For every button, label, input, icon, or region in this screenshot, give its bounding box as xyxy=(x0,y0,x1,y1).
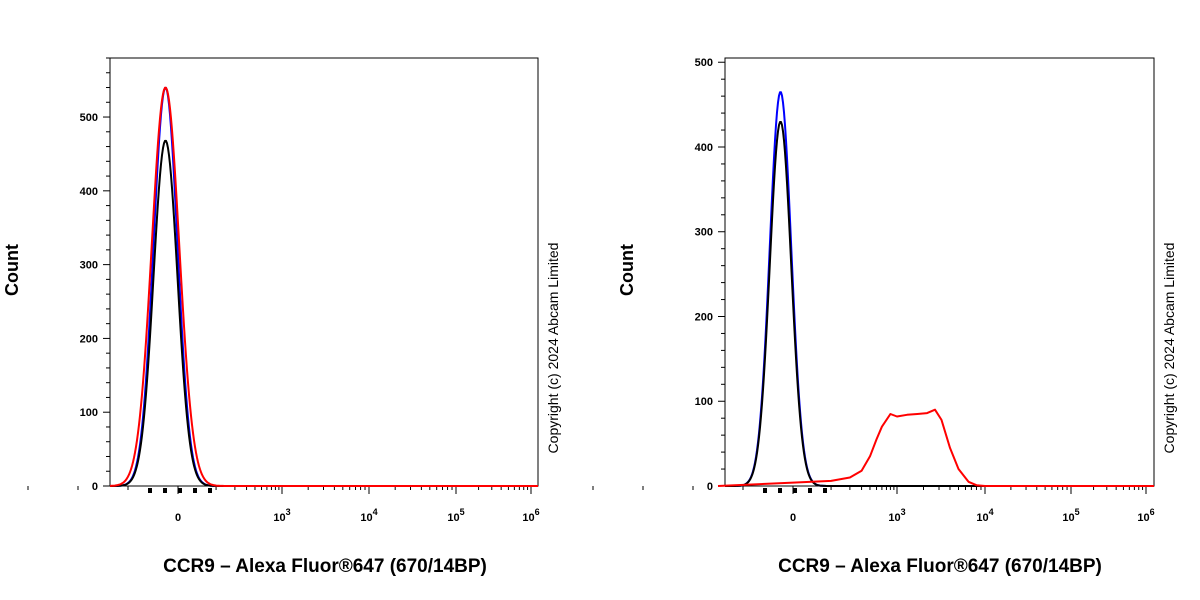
y-axis-label: Count xyxy=(617,244,637,296)
y-tick-label: 200 xyxy=(695,311,713,323)
histogram-series-2 xyxy=(717,408,1154,487)
x-tick-label: 105 xyxy=(447,507,464,524)
x-tick-label: 105 xyxy=(1062,507,1079,524)
x-tick-label: 104 xyxy=(360,507,377,524)
x-zero-cluster-mark xyxy=(148,488,152,493)
x-zero-cluster-mark xyxy=(763,488,767,493)
y-tick-label: 100 xyxy=(695,396,713,408)
histogram-series-1 xyxy=(725,121,1154,487)
y-tick-label: 0 xyxy=(92,481,98,493)
histogram-panel-right: 0 100 200 300 400 500 0 103 104 105 106 Count CCR9 –… xyxy=(592,57,1177,577)
x-tick-label: 106 xyxy=(522,507,539,524)
x-zero-cluster-mark xyxy=(778,488,782,493)
histogram-panel-left: 0 100 200 300 400 500 0 103 104 105 106 Count CCR9 –… xyxy=(2,57,561,577)
x-zero-cluster-mark xyxy=(163,488,167,493)
y-tick-label: 200 xyxy=(80,333,98,345)
x-axis-label: CCR9 – Alexa Fluor®647 (670/14BP) xyxy=(163,556,487,577)
x-axis-label: CCR9 – Alexa Fluor®647 (670/14BP) xyxy=(778,556,1102,577)
y-tick-label: 0 xyxy=(707,481,713,493)
x-zero-cluster-mark xyxy=(178,488,182,493)
x-zero-cluster-mark xyxy=(808,488,812,493)
x-tick-label: 0 xyxy=(175,512,181,524)
x-zero-cluster-mark xyxy=(208,488,212,493)
x-zero-cluster-mark xyxy=(823,488,827,493)
y-tick-label: 500 xyxy=(80,112,98,124)
y-tick-label: 300 xyxy=(80,260,98,272)
histogram-series-0 xyxy=(725,91,1154,487)
x-zero-cluster-mark xyxy=(193,488,197,493)
y-tick-label: 100 xyxy=(80,407,98,419)
histogram-series-2 xyxy=(110,86,538,487)
y-tick-label: 400 xyxy=(695,142,713,154)
x-tick-label: 104 xyxy=(976,507,993,524)
y-tick-label: 300 xyxy=(695,227,713,239)
x-tick-label: 106 xyxy=(1137,507,1154,524)
plot-frame xyxy=(724,57,1155,487)
copyright-text: Copyright (c) 2024 Abcam Limited xyxy=(1161,243,1177,454)
y-tick-label: 500 xyxy=(695,57,713,69)
y-tick-label: 400 xyxy=(80,186,98,198)
copyright-text: Copyright (c) 2024 Abcam Limited xyxy=(545,243,561,454)
x-zero-cluster-mark xyxy=(793,488,797,493)
x-tick-label: 103 xyxy=(273,507,290,524)
plot-frame xyxy=(109,57,539,487)
x-tick-label: 0 xyxy=(790,512,796,524)
x-tick-label: 103 xyxy=(888,507,905,524)
y-axis-label: Count xyxy=(2,244,22,296)
